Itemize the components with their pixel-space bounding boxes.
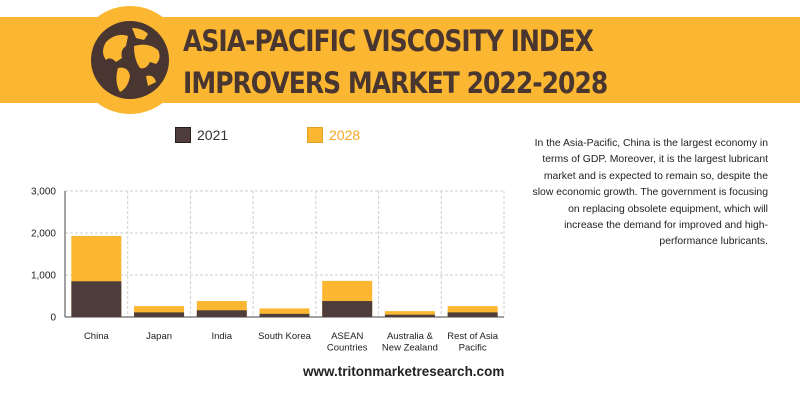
title-line-1: ASIA-PACIFIC VISCOSITY INDEX: [183, 24, 594, 58]
y-tick-label: 3,000: [31, 187, 56, 198]
page-title: ASIA-PACIFIC VISCOSITY INDEX IMPROVERS M…: [183, 20, 665, 104]
bar-2021: [322, 301, 373, 317]
y-tick-label: 0: [50, 313, 56, 324]
bar-2021: [447, 312, 498, 317]
legend-label-2021: 2021: [197, 127, 229, 143]
description-text: In the Asia-Pacific, China is the larges…: [532, 138, 768, 248]
y-tick-label: 2,000: [31, 229, 56, 240]
globe-badge: [76, 6, 184, 114]
bar-2028: [384, 311, 435, 317]
bar-2021: [259, 313, 310, 317]
legend-item-2021: 2021: [175, 127, 228, 143]
x-tick-label: ASEAN: [331, 331, 363, 342]
legend-label-2028: 2028: [329, 127, 361, 143]
x-tick-label: South Korea: [258, 331, 312, 342]
bar-2021: [134, 312, 185, 317]
x-tick-label: India: [211, 331, 232, 342]
legend-swatch-2021: [175, 127, 191, 143]
legend-item-2028: 2028: [307, 127, 360, 143]
x-tick-label: Australia &: [387, 331, 434, 342]
x-tick-label: Countries: [327, 343, 368, 354]
globe-icon: [91, 21, 169, 99]
bar-2028: [447, 306, 498, 317]
bar-2021: [71, 281, 122, 317]
x-tick-label: Japan: [146, 331, 172, 342]
bar-2028: [134, 306, 185, 317]
bar-2021: [384, 314, 435, 317]
title-line-2: IMPROVERS MARKET 2022-2028: [183, 66, 608, 100]
x-tick-label: Pacific: [459, 343, 487, 354]
x-tick-label: Rest of Asia: [447, 331, 498, 342]
website-url[interactable]: www.tritonmarketresearch.com: [303, 364, 505, 379]
legend-swatch-2028: [307, 127, 323, 143]
y-tick-label: 1,000: [31, 271, 56, 282]
bar-2021: [196, 310, 247, 317]
x-tick-label: New Zealand: [382, 343, 438, 354]
x-tick-label: China: [84, 331, 110, 342]
bar-2028: [259, 308, 310, 317]
